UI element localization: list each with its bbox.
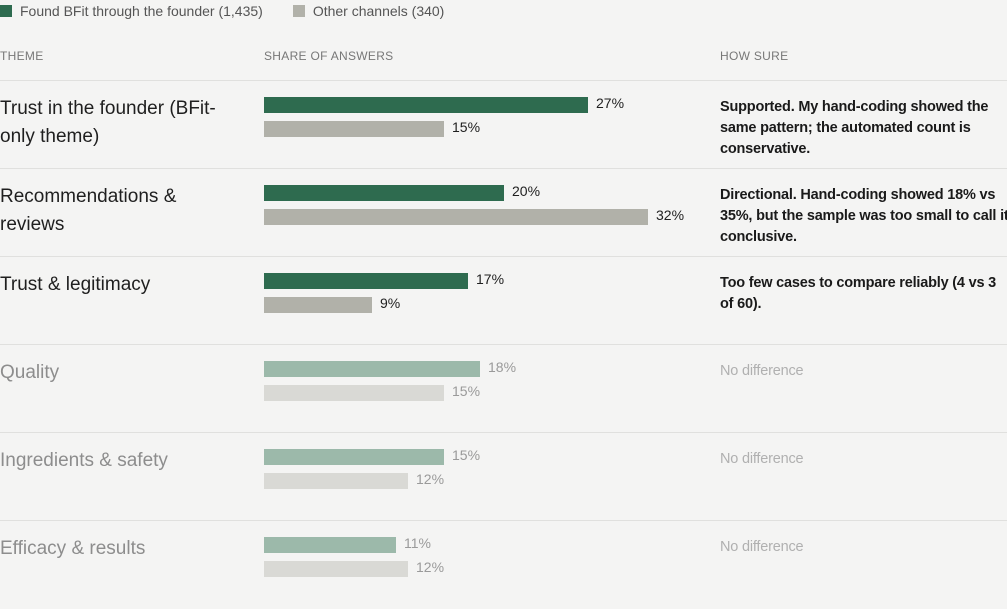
bar-group: 18% 15% [264,345,704,433]
column-header-share: SHARE OF ANSWERS [264,49,394,63]
confidence-note: No difference [720,363,804,379]
bar-other [264,473,408,489]
theme-label: Ingredients & safety [0,450,168,471]
bar-founder [264,361,480,377]
bar-group: 27% 15% [264,81,704,169]
legend-item-other: Other channels (340) [292,3,445,19]
theme-label: Efficacy & results [0,538,146,559]
value-label-founder: 11% [404,535,431,551]
table-row: Recommendations & reviews 20% 32% Direction… [0,168,1007,257]
table-row: Ingredients & safety 15% 12% No difference [0,432,1007,521]
value-label-founder: 20% [512,183,541,199]
theme-label: Trust in the founder (BFit-only theme) [0,98,216,147]
value-label-other: 15% [452,383,481,399]
value-label-founder: 15% [452,447,481,463]
bar-group: 17% 9% [264,257,704,345]
bar-other [264,209,648,225]
table-row: Efficacy & results 11% 12% No difference [0,520,1007,609]
bar-founder [264,185,504,201]
bar-other [264,561,408,577]
confidence-note: Supported. My hand-coding showed the sam… [720,99,989,157]
bar-other [264,385,444,401]
bar-founder [264,449,444,465]
theme-label: Quality [0,362,60,383]
value-label-founder: 27% [596,95,625,111]
table-row: Trust in the founder (BFit-only theme) 27… [0,80,1007,169]
legend-swatch-founder [0,5,12,17]
value-label-other: 12% [416,559,445,575]
legend-label-other: Other channels (340) [312,3,445,19]
bar-other [264,297,372,313]
table-row: Trust & legitimacy 17% 9% Too few cases to … [0,256,1007,345]
chart-legend: Found BFit through the founder (1,435) O… [0,2,474,20]
column-header-how-sure: HOW SURE [720,49,789,63]
legend-swatch-other [292,5,305,17]
bar-group: 15% 12% [264,433,704,521]
confidence-note: No difference [720,539,804,555]
legend-label-founder: Found BFit through the founder (1,435) [20,3,263,19]
bar-founder [264,97,588,113]
bar-group: 20% 32% [264,169,704,257]
confidence-note: Directional. Hand-coding showed 18% vs 3… [720,187,1007,245]
value-label-founder: 17% [476,271,505,287]
bar-group: 11% 12% [264,521,704,609]
bar-founder [264,537,396,553]
confidence-note: No difference [720,451,804,467]
value-label-other: 32% [656,207,685,223]
theme-label: Trust & legitimacy [0,274,151,295]
value-label-other: 12% [416,471,445,487]
bar-founder [264,273,468,289]
confidence-note: Too few cases to compare reliably (4 vs … [720,275,997,312]
theme-label: Recommendations & reviews [0,186,177,235]
column-header-theme: THEME [0,49,44,63]
table-row: Quality 18% 15% No difference [0,344,1007,433]
value-label-other: 15% [452,119,481,135]
legend-item-founder: Found BFit through the founder (1,435) [0,3,263,19]
value-label-founder: 18% [488,359,517,375]
bar-other [264,121,444,137]
value-label-other: 9% [380,295,401,311]
